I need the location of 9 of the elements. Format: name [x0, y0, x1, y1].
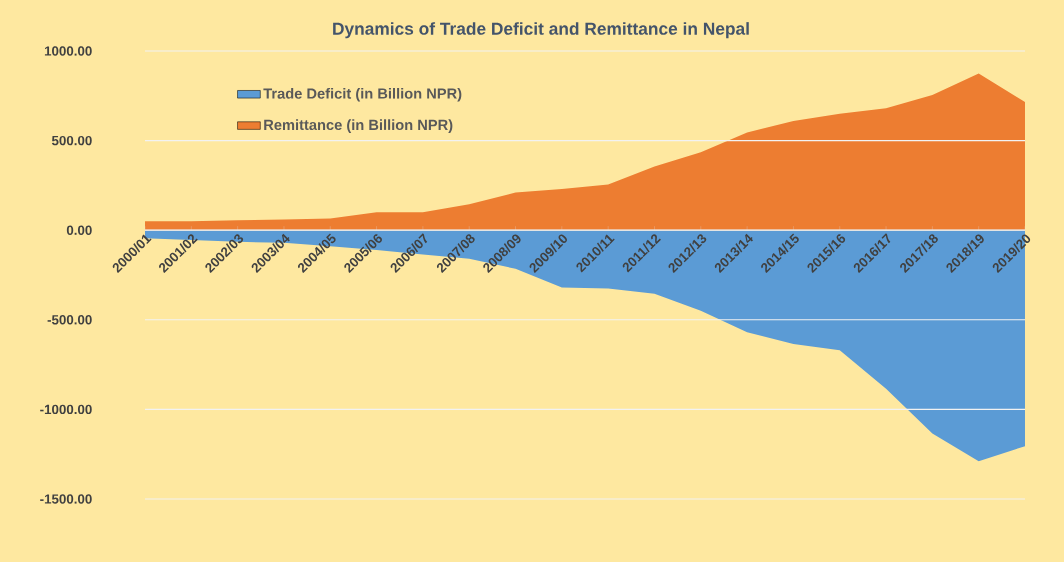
legend-label: Remittance (in Billion NPR): [264, 119, 453, 133]
y-tick-label: 500.00: [51, 135, 92, 146]
y-tick-label: -500.00: [47, 315, 92, 325]
legend-label: Trade Deficit (in Billion NPR): [263, 87, 462, 102]
y-tick-label: 0.00: [66, 225, 92, 235]
chart-title: Dynamics of Trade Deficit and Remittance in Nepal: [333, 22, 749, 39]
y-tick-label: -1500.00: [40, 494, 92, 504]
y-tick-label: 1000.00: [44, 46, 92, 56]
y-tick-label: -1000.00: [40, 404, 92, 415]
